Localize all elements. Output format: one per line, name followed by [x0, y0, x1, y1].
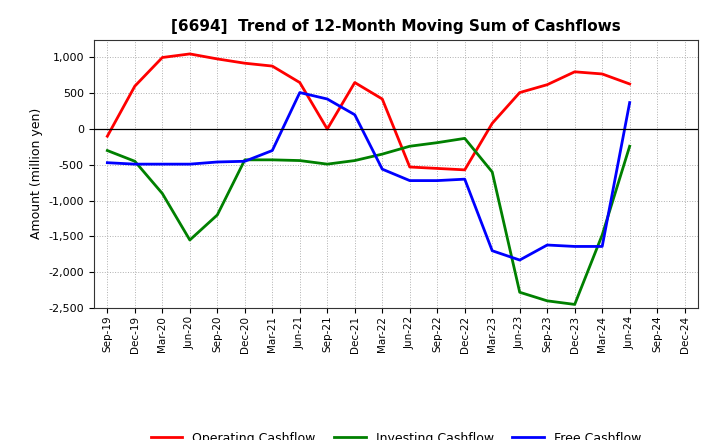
- Operating Cashflow: [626, 81, 634, 87]
- Investing Cashflow: [378, 151, 387, 157]
- Operating Cashflow: [186, 51, 194, 57]
- Investing Cashflow: [103, 148, 112, 153]
- Operating Cashflow: [405, 165, 414, 170]
- Operating Cashflow: [103, 134, 112, 139]
- Operating Cashflow: [378, 96, 387, 102]
- Investing Cashflow: [351, 158, 359, 163]
- Operating Cashflow: [295, 80, 304, 85]
- Operating Cashflow: [240, 61, 249, 66]
- Free Cashflow: [130, 161, 139, 167]
- Investing Cashflow: [433, 140, 441, 145]
- Investing Cashflow: [488, 169, 497, 175]
- Free Cashflow: [488, 248, 497, 253]
- Investing Cashflow: [240, 157, 249, 162]
- Operating Cashflow: [598, 71, 606, 77]
- Investing Cashflow: [130, 159, 139, 164]
- Operating Cashflow: [158, 55, 166, 60]
- Free Cashflow: [103, 160, 112, 165]
- Investing Cashflow: [405, 143, 414, 149]
- Operating Cashflow: [516, 90, 524, 95]
- Free Cashflow: [460, 176, 469, 182]
- Investing Cashflow: [268, 157, 276, 162]
- Free Cashflow: [433, 178, 441, 183]
- Operating Cashflow: [130, 84, 139, 89]
- Investing Cashflow: [516, 290, 524, 295]
- Free Cashflow: [351, 112, 359, 117]
- Free Cashflow: [378, 166, 387, 172]
- Free Cashflow: [626, 100, 634, 105]
- Free Cashflow: [323, 96, 332, 102]
- Free Cashflow: [268, 148, 276, 153]
- Free Cashflow: [598, 244, 606, 249]
- Y-axis label: Amount (million yen): Amount (million yen): [30, 108, 42, 239]
- Operating Cashflow: [268, 63, 276, 69]
- Line: Free Cashflow: Free Cashflow: [107, 92, 630, 260]
- Investing Cashflow: [186, 237, 194, 242]
- Investing Cashflow: [295, 158, 304, 163]
- Operating Cashflow: [460, 167, 469, 172]
- Operating Cashflow: [213, 56, 222, 62]
- Free Cashflow: [543, 242, 552, 248]
- Investing Cashflow: [570, 302, 579, 307]
- Operating Cashflow: [543, 82, 552, 87]
- Investing Cashflow: [460, 136, 469, 141]
- Operating Cashflow: [323, 126, 332, 132]
- Investing Cashflow: [626, 143, 634, 149]
- Free Cashflow: [213, 159, 222, 165]
- Operating Cashflow: [351, 80, 359, 85]
- Free Cashflow: [186, 161, 194, 167]
- Investing Cashflow: [598, 232, 606, 238]
- Investing Cashflow: [323, 161, 332, 167]
- Legend: Operating Cashflow, Investing Cashflow, Free Cashflow: Operating Cashflow, Investing Cashflow, …: [146, 427, 646, 440]
- Operating Cashflow: [570, 69, 579, 74]
- Investing Cashflow: [158, 191, 166, 196]
- Free Cashflow: [295, 90, 304, 95]
- Free Cashflow: [570, 244, 579, 249]
- Title: [6694]  Trend of 12-Month Moving Sum of Cashflows: [6694] Trend of 12-Month Moving Sum of C…: [171, 19, 621, 34]
- Free Cashflow: [516, 257, 524, 263]
- Investing Cashflow: [543, 298, 552, 304]
- Line: Operating Cashflow: Operating Cashflow: [107, 54, 630, 170]
- Operating Cashflow: [433, 166, 441, 171]
- Operating Cashflow: [488, 121, 497, 126]
- Free Cashflow: [158, 161, 166, 167]
- Investing Cashflow: [213, 213, 222, 218]
- Free Cashflow: [240, 159, 249, 164]
- Line: Investing Cashflow: Investing Cashflow: [107, 138, 630, 304]
- Free Cashflow: [405, 178, 414, 183]
